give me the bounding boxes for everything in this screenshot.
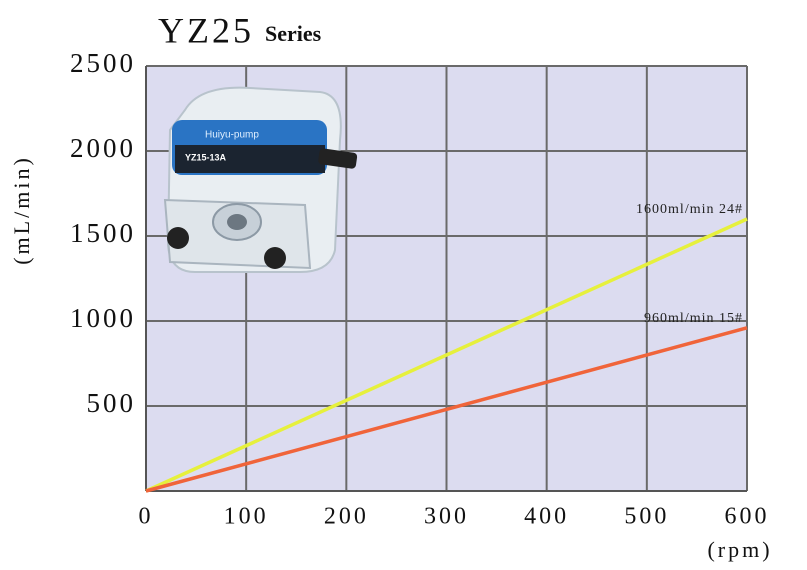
chart-title: YZ25	[158, 10, 254, 50]
y-tick-label: 500	[87, 388, 137, 418]
series-label: 960ml/min 15#	[644, 311, 743, 326]
series-label: 1600ml/min 24#	[636, 202, 743, 217]
x-tick-label: 500	[624, 504, 669, 530]
x-tick-label: 300	[424, 504, 469, 530]
y-tick-label: 1000	[70, 303, 136, 333]
x-axis-label: (rpm)	[707, 537, 772, 562]
x-tick-label: 100	[224, 504, 269, 530]
series-line	[145, 326, 748, 493]
lines	[145, 217, 748, 493]
y-tick-label: 1500	[70, 218, 136, 248]
x-tick-label: 200	[324, 504, 369, 530]
y-tick-label: 2500	[70, 48, 136, 78]
chart-subtitle: Series	[265, 21, 322, 46]
x-tick-label: 400	[524, 504, 569, 530]
grid	[145, 65, 748, 492]
pump-image: Huiyu-pump YZ15-13A	[163, 86, 358, 273]
series-line	[145, 217, 748, 493]
x-tick-label: 0	[139, 504, 154, 530]
y-tick-label: 2000	[70, 133, 136, 163]
x-tick-label: 600	[725, 504, 770, 530]
y-axis-label: (mL/min)	[9, 155, 34, 265]
image-brand: Huiyu-pump	[205, 130, 259, 141]
image-model: YZ15-13A	[185, 152, 227, 162]
